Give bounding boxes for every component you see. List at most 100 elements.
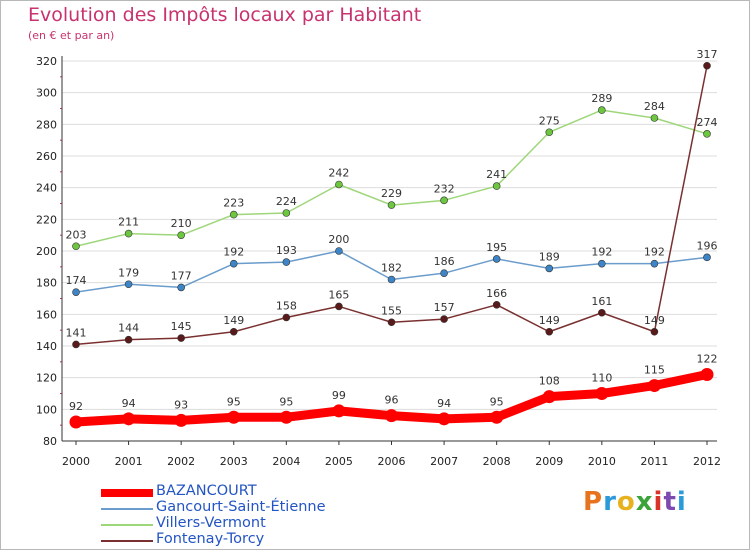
data-label: 174 bbox=[66, 274, 87, 287]
data-label: 186 bbox=[434, 255, 455, 268]
data-point bbox=[335, 302, 343, 311]
data-label: 284 bbox=[644, 100, 665, 113]
data-label: 122 bbox=[697, 353, 718, 366]
data-point bbox=[229, 327, 238, 336]
data-point bbox=[282, 313, 291, 322]
data-point bbox=[385, 409, 398, 423]
data-point bbox=[174, 413, 188, 427]
legend-item: Fontenay-Torcy bbox=[101, 531, 361, 549]
y-tick-label: 260 bbox=[36, 150, 57, 163]
y-tick-label: 320 bbox=[36, 55, 57, 68]
proxiti-logo: Proxiti bbox=[583, 487, 687, 517]
data-point bbox=[177, 231, 185, 239]
data-label: 242 bbox=[328, 167, 349, 180]
data-label: 96 bbox=[385, 394, 399, 407]
data-label: 149 bbox=[644, 314, 665, 327]
data-point bbox=[703, 253, 711, 262]
data-label: 166 bbox=[486, 287, 507, 300]
data-point bbox=[647, 379, 661, 393]
data-point bbox=[545, 327, 554, 336]
data-point bbox=[229, 259, 238, 268]
data-label: 158 bbox=[276, 300, 297, 313]
y-tick-label: 300 bbox=[36, 87, 57, 100]
data-point bbox=[598, 259, 606, 268]
y-tick-label: 120 bbox=[36, 372, 57, 385]
data-label: 196 bbox=[697, 239, 718, 252]
data-point bbox=[650, 114, 659, 122]
legend-label: Villers-Vermont bbox=[156, 515, 266, 531]
legend-label: Gancourt-Saint-Étienne bbox=[156, 499, 326, 515]
data-point bbox=[124, 229, 133, 238]
data-point bbox=[490, 410, 504, 424]
legend-swatch bbox=[101, 524, 153, 526]
data-point bbox=[650, 259, 659, 268]
legend-item: Villers-Vermont bbox=[101, 515, 361, 533]
logo-letter: i bbox=[653, 487, 664, 517]
logo-letter: i bbox=[676, 487, 687, 517]
data-point bbox=[124, 280, 133, 289]
x-tick-label: 2009 bbox=[535, 455, 563, 468]
data-point bbox=[177, 283, 185, 292]
data-label: 229 bbox=[381, 187, 402, 200]
logo-letter: r bbox=[603, 487, 617, 517]
data-point bbox=[440, 315, 448, 323]
data-point bbox=[279, 410, 293, 424]
data-label: 192 bbox=[223, 246, 244, 259]
chart-subtitle: (en € et par an) bbox=[28, 29, 115, 42]
legend-swatch bbox=[101, 489, 153, 497]
data-point bbox=[282, 209, 291, 217]
data-point bbox=[387, 201, 396, 209]
data-point bbox=[72, 340, 80, 349]
data-label: 115 bbox=[644, 364, 665, 377]
data-label: 232 bbox=[434, 182, 455, 195]
grid-lines bbox=[62, 60, 717, 442]
data-point bbox=[700, 368, 714, 381]
data-label: 211 bbox=[118, 216, 139, 229]
x-tick-label: 2005 bbox=[325, 455, 353, 468]
data-label: 161 bbox=[591, 295, 612, 308]
x-tick-label: 2008 bbox=[483, 455, 511, 468]
data-label: 192 bbox=[644, 246, 665, 259]
data-label: 275 bbox=[539, 114, 560, 127]
data-point bbox=[124, 335, 133, 344]
data-point bbox=[440, 269, 448, 277]
y-tick-label: 180 bbox=[36, 277, 57, 290]
data-label: 149 bbox=[539, 314, 560, 327]
y-tick-label: 100 bbox=[36, 403, 57, 416]
x-tick-label: 2012 bbox=[693, 455, 721, 468]
legend-item: Gancourt-Saint-Étienne bbox=[101, 499, 361, 517]
data-label: 223 bbox=[223, 197, 244, 210]
logo-letter: o bbox=[616, 487, 636, 517]
data-label: 155 bbox=[381, 304, 402, 317]
data-point bbox=[72, 288, 80, 296]
data-point bbox=[492, 255, 501, 263]
data-point bbox=[542, 390, 556, 404]
data-point bbox=[227, 410, 241, 424]
data-point bbox=[545, 264, 554, 273]
logo-letter: P bbox=[583, 487, 604, 517]
data-labels: 92 94 93 95 95 99 96 94 95 108 110 115 122 174 179 177 1… bbox=[66, 48, 718, 413]
data-label: 195 bbox=[486, 241, 507, 254]
chart-title: Evolution des Impôts locaux par Habitant bbox=[28, 4, 422, 26]
logo-letter: t bbox=[663, 487, 677, 517]
y-tick-label: 140 bbox=[36, 340, 57, 353]
data-point bbox=[595, 387, 609, 400]
data-label: 289 bbox=[591, 92, 612, 105]
data-point bbox=[598, 308, 606, 317]
data-label: 203 bbox=[66, 228, 87, 241]
data-label: 165 bbox=[328, 288, 349, 301]
data-point bbox=[122, 412, 136, 426]
data-point bbox=[69, 415, 83, 429]
x-tick-label: 2003 bbox=[220, 455, 248, 468]
data-label: 149 bbox=[223, 314, 244, 327]
data-point bbox=[703, 130, 711, 138]
data-label: 95 bbox=[279, 395, 293, 408]
y-tick-label: 80 bbox=[43, 435, 57, 448]
data-label: 179 bbox=[118, 266, 139, 279]
data-point bbox=[335, 247, 343, 255]
data-label: 192 bbox=[591, 246, 612, 259]
data-point bbox=[440, 196, 448, 205]
legend-swatch bbox=[101, 508, 153, 510]
